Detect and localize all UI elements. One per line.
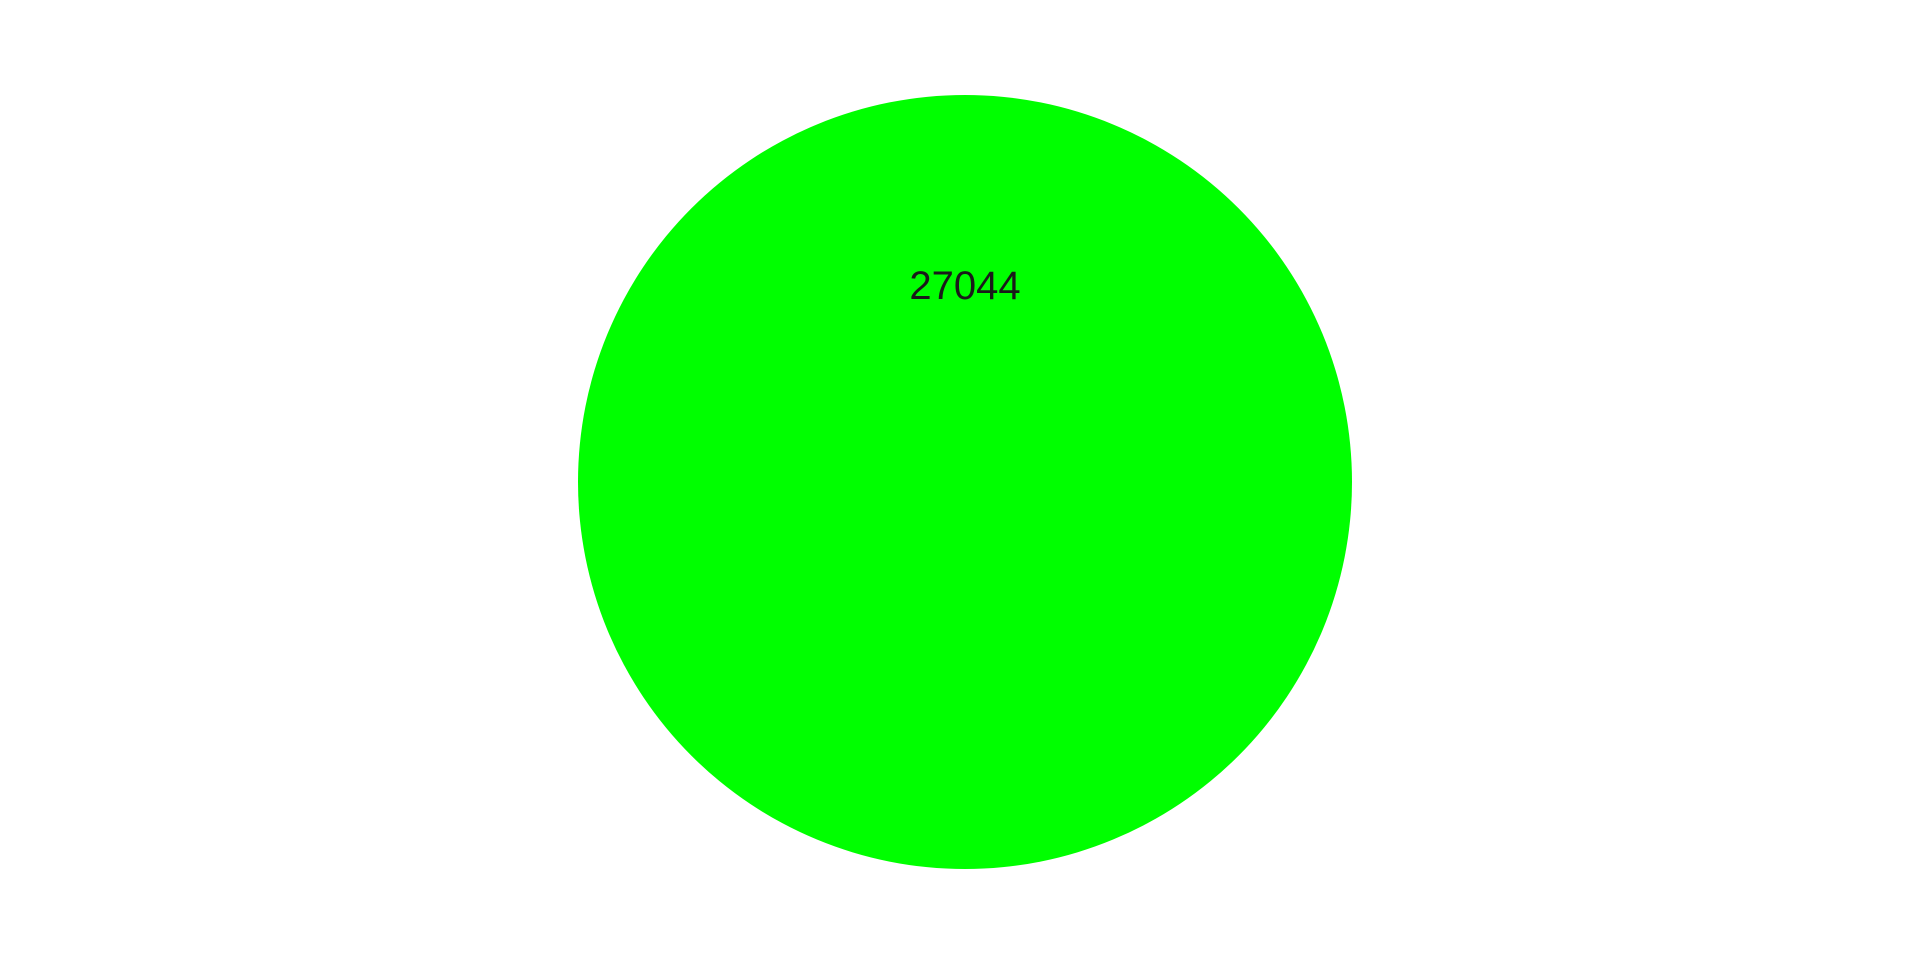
pie-labels: 27044: [909, 264, 1020, 308]
pie-slice-label-0: 27044: [909, 264, 1020, 308]
pie-slices: [578, 95, 1352, 869]
pie-slice-0: [578, 95, 1352, 869]
